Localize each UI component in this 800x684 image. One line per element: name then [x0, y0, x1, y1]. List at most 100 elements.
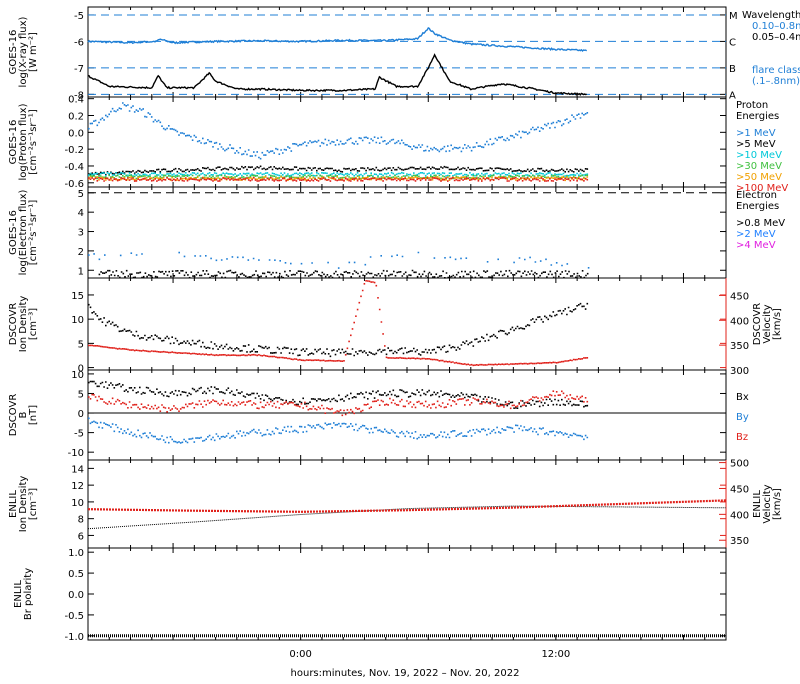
- y-axis-label: log(Proton flux): [18, 103, 29, 180]
- panel-frame: [87, 277, 727, 371]
- right-tick-label: 350: [730, 341, 749, 352]
- series-dscovr_mag-bz: [88, 390, 589, 417]
- y-tick-label: 5: [78, 189, 84, 200]
- legend-entry: >0.8 MeV: [736, 218, 785, 229]
- series-line: [87, 505, 727, 530]
- y-axis-label: ENLIL: [8, 490, 19, 518]
- y-tick-label: 4: [78, 208, 84, 219]
- y-tick-label: 0: [78, 409, 84, 420]
- legend-title: Electron: [736, 190, 777, 201]
- y-axis-label: [nT]: [28, 405, 39, 425]
- panel-frame: [87, 547, 727, 641]
- series-proton--100-mev: [88, 177, 589, 182]
- right-axis-label: Velocity: [762, 304, 773, 343]
- panel-electron: 1 2 3 4 5 GOES-16 log(Electron flux) [cm⁻²s⁻¹sr…: [8, 186, 785, 279]
- series-points: [88, 380, 589, 409]
- legend-entry: Bz: [736, 432, 748, 443]
- y-axis-label: B: [18, 411, 29, 418]
- series-proton--5-mev: [88, 165, 589, 176]
- legend-entry: By: [736, 412, 749, 423]
- y-tick-label: 0.0: [68, 128, 84, 139]
- panel-dscovr_mag: -10 -5 0 5 10 DSCOVR B [nT] Bx By Bz: [8, 369, 749, 461]
- legend-dscovr_mag: Bx By Bz: [736, 392, 749, 443]
- series-points: [88, 177, 589, 182]
- right-tick-label: 400: [730, 510, 749, 521]
- y-axis-label: [W m⁻²]: [28, 32, 39, 72]
- y-axis-label: GOES-16: [8, 210, 19, 255]
- legend-title: Wavelength: [742, 10, 800, 21]
- y-tick-label: 12: [71, 481, 84, 492]
- legend-note: flare class: [752, 65, 800, 76]
- series-points: [88, 417, 589, 444]
- y-axis-label: log(X-ray flux): [18, 16, 29, 87]
- panel-proton: -0.6 -0.4 -0.2 0.0 0.2 0.4 GOES-16 log(Proton f…: [8, 95, 788, 194]
- right-tick-label: 450: [730, 291, 749, 302]
- right-tick-label: 450: [730, 484, 749, 495]
- legend-entry: 0.10–0.8nm: [752, 21, 800, 32]
- series-dscovr_mag-by: [88, 417, 589, 444]
- panel-xray: -8 -7 -6 -5 GOES-16 log(X-ray flux) [W m⁻²] A B C…: [8, 6, 800, 101]
- y-tick-label: -6: [74, 37, 84, 48]
- legend-entry: >2 MeV: [736, 229, 776, 240]
- right-axis-label: ENLIL: [752, 490, 763, 518]
- series-dscovr_plasma-velocity: [88, 280, 589, 367]
- series-points: [88, 251, 590, 269]
- legend-entry: >1 MeV: [736, 128, 776, 139]
- y-tick-label: -0.4: [64, 162, 84, 173]
- series-proton--1-mev: [88, 102, 589, 160]
- y-tick-label: 6: [78, 531, 84, 542]
- y-axis-label: [cm⁻³]: [28, 488, 39, 520]
- panel-frame: [87, 459, 727, 549]
- series-electron--0-8-mev: [98, 269, 589, 279]
- legend-entry: 0.05–0.4nm: [752, 32, 800, 43]
- y-tick-label: -1.0: [64, 632, 84, 643]
- y-tick-label: 0.4: [68, 95, 84, 106]
- y-axis-label: DSCOVR: [8, 303, 19, 346]
- y-tick-label: -0.5: [64, 611, 84, 622]
- y-tick-label: 3: [78, 228, 84, 239]
- y-tick-label: 0.2: [68, 112, 84, 123]
- y-tick-label: 10: [71, 498, 84, 509]
- series-electron--2-mev: [88, 251, 590, 269]
- y-tick-label: 14: [71, 464, 84, 475]
- flare-class-label: A: [729, 90, 736, 101]
- series-xray-0-10-0-8nm: [87, 26, 588, 53]
- series-dscovr_mag-bx: [88, 380, 589, 409]
- legend-title: Proton: [736, 100, 768, 111]
- legend-title: Energies: [736, 111, 779, 122]
- y-tick-label: 5: [78, 339, 84, 350]
- x-tick-label: 0:00: [289, 649, 311, 660]
- right-axis-label: [km/s]: [772, 308, 783, 340]
- y-tick-label: -5: [74, 11, 84, 22]
- y-axis-label: log(Electron flux): [18, 190, 29, 276]
- x-tick-label: 12:00: [541, 649, 570, 660]
- y-axis-label: GOES-16: [8, 120, 19, 165]
- y-tick-label: -0.2: [64, 145, 84, 156]
- y-tick-label: 2: [78, 247, 84, 258]
- legend-note: (.1–.8nm): [752, 76, 800, 87]
- y-tick-label: 5: [78, 389, 84, 400]
- right-tick-label: 500: [730, 459, 749, 470]
- x-axis-label: hours:minutes, Nov. 19, 2022 – Nov. 20, …: [291, 668, 520, 679]
- y-axis-label: [cm⁻³]: [28, 308, 39, 340]
- series-points: [88, 102, 589, 160]
- y-tick-label: -7: [74, 64, 84, 75]
- panel-frame: [87, 186, 727, 279]
- legend-entry: >4 MeV: [736, 240, 776, 251]
- y-tick-label: 1.0: [68, 548, 84, 559]
- legend-entry: >100 MeV: [736, 183, 788, 194]
- right-axis-label: DSCOVR: [752, 303, 763, 346]
- series-points: [98, 269, 589, 279]
- panel-frame: [87, 369, 727, 461]
- y-tick-label: 15: [71, 291, 84, 302]
- legend-entry: >10 MeV: [736, 150, 782, 161]
- y-tick-label: 8: [78, 515, 84, 526]
- legend-entry: >30 MeV: [736, 161, 782, 172]
- series-points: [88, 165, 589, 176]
- series-enlil_plasma-density: [87, 505, 727, 530]
